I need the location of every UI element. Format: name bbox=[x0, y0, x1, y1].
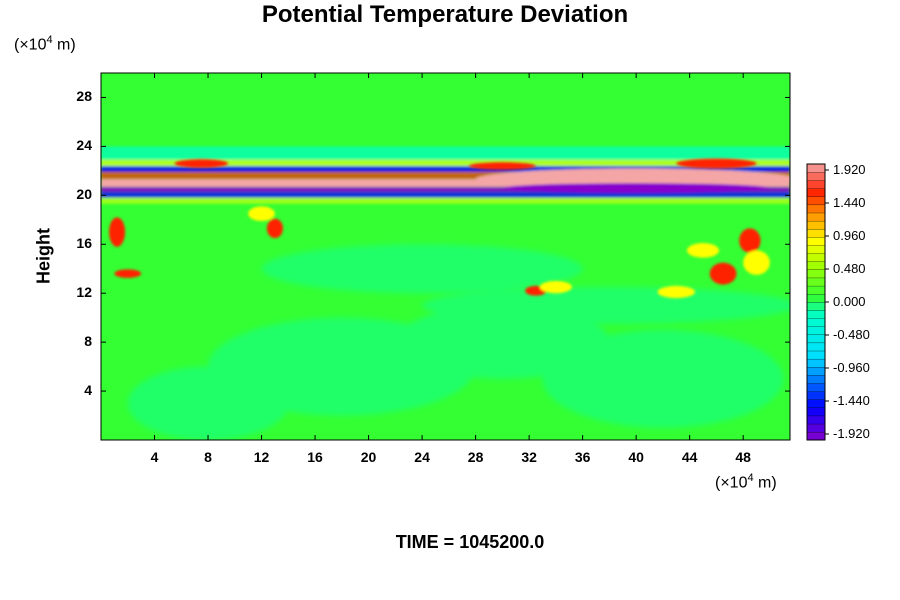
x-tick-label: 12 bbox=[253, 449, 270, 465]
colorbar-cell bbox=[806, 423, 826, 433]
colorbar-tick-label: -1.920 bbox=[833, 426, 870, 441]
colorbar-tick-label: 0.960 bbox=[833, 228, 866, 243]
y-tick-label: 16 bbox=[76, 235, 92, 252]
colorbar-cell bbox=[806, 399, 826, 408]
colorbar-tick-label: 0.000 bbox=[833, 294, 866, 309]
colorbar-cell bbox=[806, 171, 826, 181]
field-blob bbox=[539, 280, 572, 294]
colorbar-tick-label: -0.960 bbox=[833, 360, 870, 375]
y-tick-label: 24 bbox=[76, 137, 92, 154]
temperature-field bbox=[101, 73, 790, 440]
field-patch bbox=[542, 329, 784, 428]
x-tick-label: 40 bbox=[628, 449, 644, 465]
field-blob bbox=[739, 228, 761, 253]
x-tick-label: 4 bbox=[150, 449, 159, 465]
x-tick-label: 24 bbox=[414, 449, 430, 465]
y-axis-unit: (×104 m) bbox=[14, 34, 76, 54]
band-red bbox=[101, 172, 790, 180]
colorbar-cell bbox=[806, 366, 826, 376]
colorbar bbox=[806, 163, 829, 441]
colorbar-tick-label: -0.480 bbox=[833, 327, 870, 342]
colorbar-cell bbox=[806, 318, 826, 327]
colorbar-cell bbox=[806, 180, 826, 189]
y-tick-label: 8 bbox=[84, 333, 92, 350]
band-purple bbox=[101, 186, 790, 192]
colorbar-cell bbox=[806, 228, 826, 238]
colorbar-cell bbox=[806, 374, 826, 384]
field-patch bbox=[422, 287, 790, 324]
x-tick-label: 20 bbox=[360, 449, 377, 465]
x-axis-unit: (×104 m) bbox=[715, 472, 777, 492]
field-blob bbox=[468, 162, 536, 170]
colorbar-cell bbox=[806, 277, 826, 287]
field-blob bbox=[109, 217, 126, 247]
colorbar-cell bbox=[806, 407, 826, 417]
colorbar-cell bbox=[806, 358, 826, 368]
colorbar-cell bbox=[806, 212, 826, 222]
colorbar-cell bbox=[806, 334, 826, 344]
band-pink bbox=[101, 179, 790, 187]
band-yellow bbox=[101, 159, 790, 166]
y-tick-label: 20 bbox=[76, 186, 92, 203]
band-blue-lower bbox=[101, 191, 790, 198]
colorbar-cell bbox=[806, 163, 826, 173]
colorbar-tick-label: -1.440 bbox=[833, 393, 870, 408]
y-tick-label: 28 bbox=[76, 88, 92, 105]
field-blob bbox=[248, 206, 275, 222]
colorbar-cell bbox=[806, 415, 826, 425]
colorbar-cell bbox=[806, 391, 826, 400]
x-tick-label: 32 bbox=[521, 449, 537, 465]
colorbar-cell bbox=[806, 326, 826, 335]
colorbar-cell bbox=[806, 309, 826, 319]
colorbar-tick-label: 0.480 bbox=[833, 261, 866, 276]
colorbar-cell bbox=[806, 253, 826, 262]
field-patch bbox=[127, 366, 289, 440]
colorbar-cell bbox=[806, 188, 826, 197]
x-tick-label: 36 bbox=[574, 449, 591, 465]
x-tick-label: 48 bbox=[735, 449, 751, 465]
colorbar-cell bbox=[806, 431, 826, 441]
x-tick-label: 8 bbox=[204, 449, 212, 465]
colorbar-cell bbox=[806, 269, 826, 279]
plot-frame bbox=[100, 72, 791, 441]
field-blob bbox=[174, 159, 229, 168]
field-blob bbox=[709, 262, 737, 285]
colorbar-cell bbox=[806, 261, 826, 270]
axis-ticks bbox=[101, 73, 790, 440]
field-blob bbox=[657, 285, 696, 299]
colorbar-cell bbox=[806, 196, 826, 206]
field-blob bbox=[266, 218, 283, 239]
y-tick-label: 4 bbox=[84, 382, 92, 399]
chart-title: Potential Temperature Deviation bbox=[261, 1, 629, 28]
x-tick-label: 44 bbox=[681, 449, 698, 465]
x-tick-label: 28 bbox=[467, 449, 484, 465]
x-tick-label: 16 bbox=[307, 449, 323, 465]
colorbar-cell bbox=[806, 383, 826, 392]
time-label: TIME = 1045200.0 bbox=[395, 532, 545, 552]
colorbar-cell bbox=[806, 301, 826, 311]
field-patch bbox=[261, 244, 583, 294]
colorbar-cell bbox=[806, 350, 826, 360]
field-blob bbox=[686, 243, 720, 258]
colorbar-cell bbox=[806, 285, 826, 295]
colorbar-cell bbox=[806, 204, 826, 214]
colorbar-cell bbox=[806, 220, 826, 230]
band-cyan-top bbox=[101, 146, 790, 160]
colorbar-cell bbox=[806, 293, 826, 303]
field-blob bbox=[676, 158, 757, 169]
band-yellow-low bbox=[101, 197, 790, 204]
field-blob bbox=[743, 250, 770, 275]
colorbar-cell bbox=[806, 236, 826, 246]
band-purple-lobe bbox=[502, 183, 770, 193]
colorbar-tick-label: 1.920 bbox=[833, 162, 866, 177]
colorbar-tick-label: 1.440 bbox=[833, 195, 866, 210]
field-blob bbox=[114, 269, 142, 278]
colorbar-cell bbox=[806, 342, 826, 352]
y-tick-label: 12 bbox=[76, 284, 92, 301]
colorbar-cell bbox=[806, 245, 826, 254]
band-blue-upper bbox=[101, 165, 790, 173]
